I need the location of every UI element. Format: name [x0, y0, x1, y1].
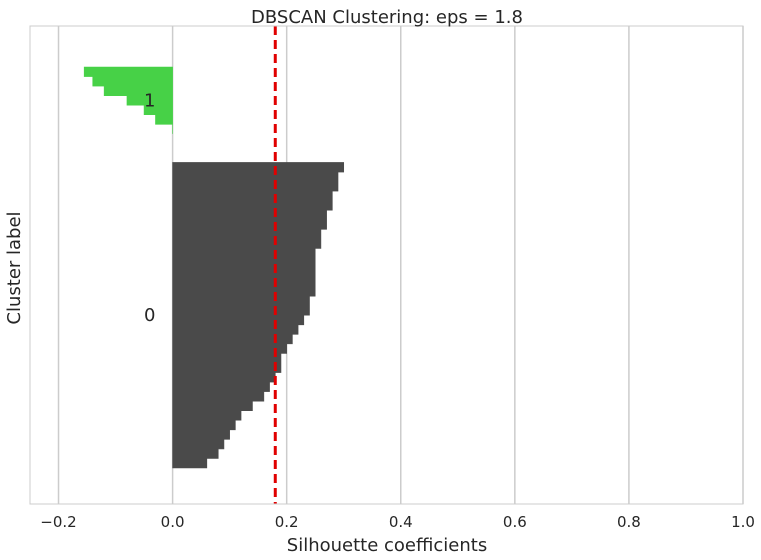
x-tick-label: 0.4	[389, 513, 413, 531]
cluster-silhouettes	[83, 66, 345, 469]
silhouette-cluster-1	[83, 66, 173, 134]
plot-frame	[29, 25, 744, 505]
x-tick-label: 1.0	[731, 513, 755, 531]
y-axis-label: Cluster label	[4, 211, 25, 324]
x-tick-label: 0.2	[275, 513, 299, 531]
x-tick-label: 0.0	[161, 513, 185, 531]
x-tick-label: −0.2	[40, 513, 76, 531]
cluster-label-1: 1	[144, 90, 155, 111]
cluster-label-0: 0	[144, 305, 155, 326]
silhouette-cluster-0	[172, 162, 345, 469]
x-axis-label: Silhouette coefficients	[287, 535, 487, 556]
x-tick-label: 0.6	[503, 513, 527, 531]
cluster-labels: 01	[144, 90, 155, 326]
chart-title: DBSCAN Clustering: eps = 1.8	[251, 7, 523, 28]
x-tick-label: 0.8	[617, 513, 641, 531]
x-tick-labels: −0.2 0.0 0.2 0.4 0.6 0.8 1.0	[40, 513, 755, 531]
